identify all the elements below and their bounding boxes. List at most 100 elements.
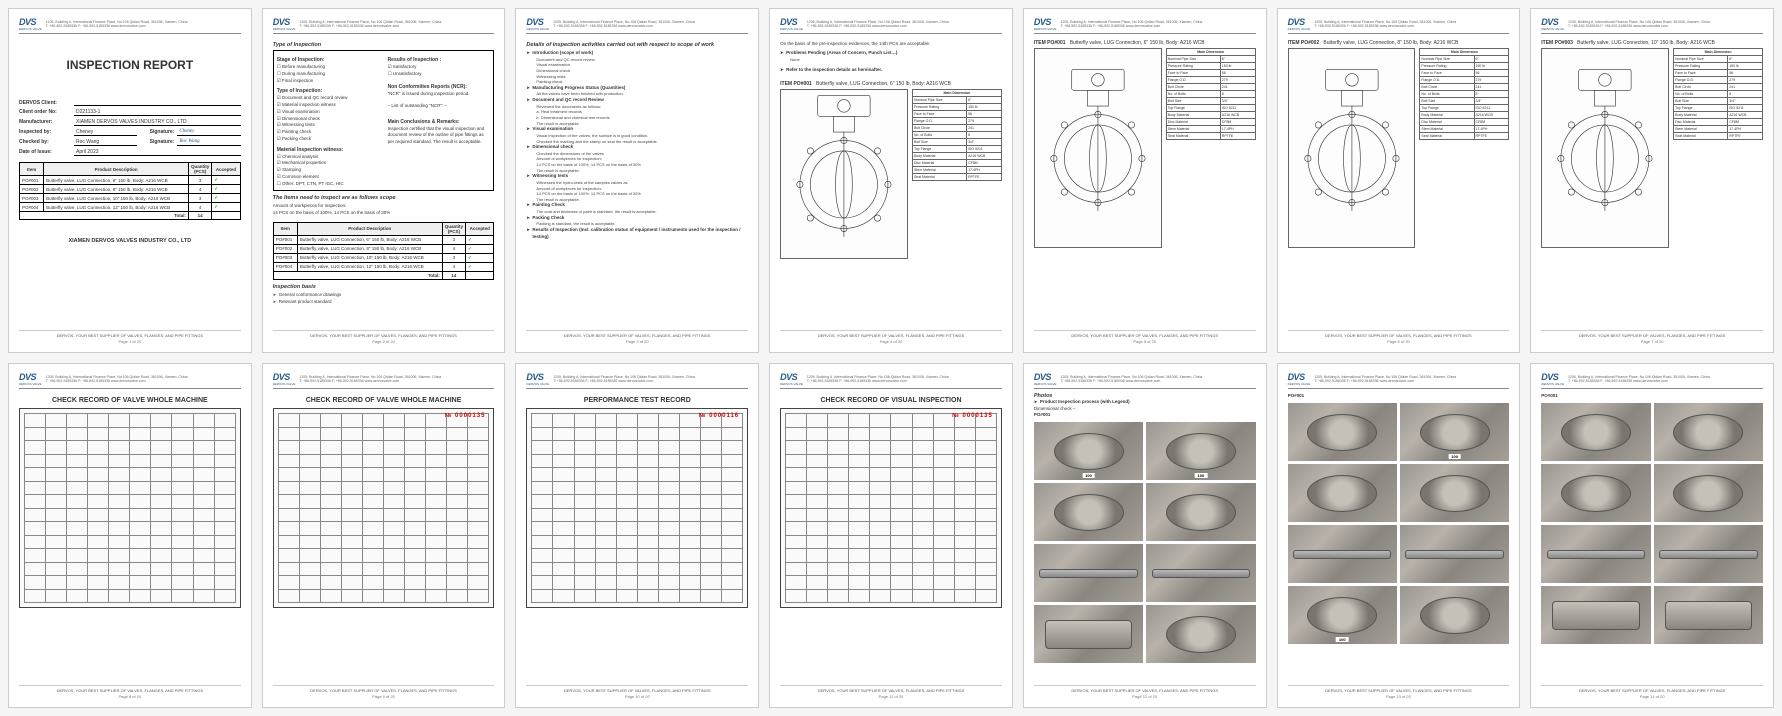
inspection-photo xyxy=(1541,403,1650,461)
spec-row: Bolt Circle241 xyxy=(1166,84,1255,91)
logo: DVSDERVOS VALVE xyxy=(526,372,549,386)
page-footer: DERVOS, YOUR BEST SUPPLIER OF VALVES, FL… xyxy=(780,685,1002,699)
signature-label: Signature: xyxy=(137,129,177,136)
scan-row xyxy=(278,535,489,549)
item-bar: ITEM PO#001 Butterfly valve, LUG Connect… xyxy=(780,81,1002,87)
section-heading: Manufacturing Progress Status (Quantitie… xyxy=(526,85,748,92)
field-row: DERVOS Client: xyxy=(19,100,241,106)
field-row: Manufacturer:XIAMEN DERVOS VALVES INDUST… xyxy=(19,119,241,126)
checkbox-item: Packing check xyxy=(277,136,380,143)
col-header: Product Description xyxy=(44,163,189,176)
logo: DVSDERVOS VALVE xyxy=(1288,372,1311,386)
scan-row xyxy=(786,508,997,522)
checkbox-item: Material inspection witness xyxy=(277,102,380,109)
spec-row: Top FlangeISO 5211 xyxy=(1674,105,1763,112)
section-heading: Packing Check xyxy=(526,215,748,222)
page-footer: DERVOS, YOUR BEST SUPPLIER OF VALVES, FL… xyxy=(19,330,241,344)
logo-sub: DERVOS VALVE xyxy=(19,27,42,31)
photo-grid xyxy=(1541,403,1763,644)
checkbox-item: Mechanical properties xyxy=(277,160,380,167)
spec-row: Flange O.D.279 xyxy=(1420,77,1509,84)
spec-row: Bolt Circle241 xyxy=(1674,84,1763,91)
inspection-photo xyxy=(1654,403,1763,461)
scan-row xyxy=(25,427,236,441)
scan-row xyxy=(278,576,489,590)
photo-grid: 100 100 xyxy=(1034,422,1256,663)
scanned-form: № 0000135 xyxy=(780,408,1002,608)
spec-row: Stem Material17-4PH xyxy=(1166,126,1255,133)
header-address: 1205, Building A, International Finance … xyxy=(46,20,188,28)
conclusions-heading: Main Conclusions & Remarks: xyxy=(388,119,491,125)
inspection-photo xyxy=(1541,586,1650,644)
item-bar: ITEM PO#001 Butterfly valve, LUG Connect… xyxy=(1034,40,1256,46)
scan-row xyxy=(278,427,489,441)
page-header: DVSDERVOS VALVE 1205, Building A, Intern… xyxy=(526,17,748,34)
inspection-photo xyxy=(1654,464,1763,522)
spec-row: Pressure Rating150 lb xyxy=(1166,63,1255,70)
photo-label: 100 xyxy=(1195,473,1208,478)
ncr-text: "NCR" is issued during inspection period… xyxy=(388,91,491,97)
technical-drawing xyxy=(1541,48,1669,248)
scan-row xyxy=(25,522,236,536)
logo: DVSDERVOS VALVE xyxy=(273,372,296,386)
problems-heading: Problems Pending (Areas of Concern, Punc… xyxy=(780,50,1002,57)
scan-row xyxy=(532,576,743,590)
section-heading: Dimensional check xyxy=(526,144,748,151)
page-4: DVSDERVOS VALVE 1205, Building A, Intern… xyxy=(769,8,1013,353)
field-value: Cheney xyxy=(74,129,137,136)
checkbox-item: Document and QC record review xyxy=(277,95,380,102)
page-header: DVSDERVOS VALVE 1205, Building A, Intern… xyxy=(780,17,1002,34)
page-header: DVSDERVOS VALVE1205, Building A, Interna… xyxy=(1288,372,1510,389)
spec-row: Flange O.D.279 xyxy=(1166,77,1255,84)
spec-title: Main Dimension xyxy=(1420,49,1509,56)
table-row: PO#003Butterfly valve, LUG Connection, 1… xyxy=(273,253,494,262)
scan-row xyxy=(532,495,743,509)
spec-row: Top FlangeISO 5211 xyxy=(1166,105,1255,112)
inspection-photo: 100 xyxy=(1288,586,1397,644)
type-heading: Type of Inspection: xyxy=(277,88,380,94)
inspection-photo xyxy=(1654,525,1763,583)
section-heading: Results of Inspection (Incl. calibration… xyxy=(526,227,748,241)
inspection-photo xyxy=(1034,544,1143,602)
technical-drawing xyxy=(1288,48,1416,248)
page-footer: DERVOS, YOUR BEST SUPPLIER OF VALVES, FL… xyxy=(1288,685,1510,699)
section-heading: Painting Check xyxy=(526,202,748,209)
page-footer: DERVOS, YOUR BEST SUPPLIER OF VALVES, FL… xyxy=(273,685,495,699)
photos-po: PO#001 xyxy=(1541,393,1763,399)
technical-drawing xyxy=(1034,48,1162,248)
spec-row: Bolt Size3/4" xyxy=(1420,98,1509,105)
field-value: XIAMEN DERVOS VALVES INDUSTRY CO., LTD xyxy=(74,119,241,126)
col-header: Product Description xyxy=(297,222,442,235)
page-footer: DERVOS, YOUR BEST SUPPLIER OF VALVES, FL… xyxy=(1541,685,1763,699)
spec-table: Main DimensionNominal Pipe Size6"Pressur… xyxy=(1166,48,1256,248)
page-3: DVSDERVOS VALVE 1205, Building A, Intern… xyxy=(515,8,759,353)
spec-row: Bolt Size3/4" xyxy=(1674,98,1763,105)
ncr-list: – List of outstanding "NCR": – xyxy=(388,103,491,109)
logo: DVSDERVOS VALVE xyxy=(19,372,42,386)
col-header: Item xyxy=(20,163,44,176)
scan-row xyxy=(25,454,236,468)
field-value: D221133-1 xyxy=(74,109,241,116)
spec-row: Body MaterialA216 WCB xyxy=(1674,112,1763,119)
logo: DVSDERVOS VALVE xyxy=(1541,17,1564,31)
stamp-number: № 0000135 xyxy=(952,413,993,419)
photo-label: 100 xyxy=(1448,454,1461,459)
spec-row: Face to Face56 xyxy=(1420,70,1509,77)
technical-drawing xyxy=(780,89,908,259)
spec-row: Nominal Pipe Size6" xyxy=(1674,56,1763,63)
items-table-2: ItemProduct DescriptionQuantity (PCS)Acc… xyxy=(273,222,495,280)
spec-row: No. of Bolts8 xyxy=(912,132,1001,139)
scan-row xyxy=(532,508,743,522)
items-heading: The Items need to inspect are as follows… xyxy=(273,195,495,201)
scan-row xyxy=(25,562,236,576)
page-7: DVSDERVOS VALVE1205, Building A, Interna… xyxy=(1530,8,1774,353)
scan-row xyxy=(786,441,997,455)
intro-text: On the basis of the pre-inspection evide… xyxy=(780,41,1002,47)
page-header: DVSDERVOS VALVE1205, Building A, Interna… xyxy=(780,372,1002,389)
page-header: DVSDERVOS VALVE1205, Building A, Interna… xyxy=(1541,372,1763,389)
logo: DVSDERVOS VALVE xyxy=(1288,17,1311,31)
logo: DVSDERVOS VALVE xyxy=(780,17,803,31)
bullet-item: General conformance drawings xyxy=(273,292,495,299)
spec-row: Flange O.D.279 xyxy=(1674,77,1763,84)
scan-row xyxy=(786,481,997,495)
